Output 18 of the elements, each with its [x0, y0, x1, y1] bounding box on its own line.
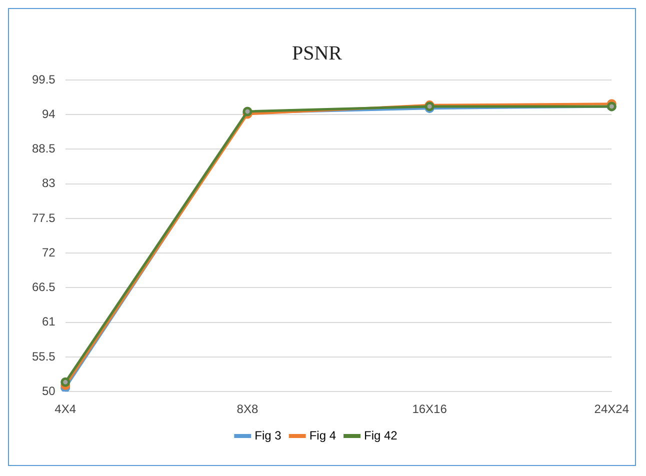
x-tick-label: 16X16 — [412, 402, 448, 416]
chart-title: PSNR — [292, 42, 343, 64]
y-tick-label: 99.5 — [32, 72, 56, 86]
y-tick-label: 55.5 — [32, 349, 56, 364]
y-tick-label: 72 — [42, 245, 56, 260]
y-tick-label: 50 — [42, 384, 56, 398]
legend-label: Fig 3 — [254, 428, 282, 442]
x-tick-label: 4X4 — [54, 402, 76, 416]
y-tick-label: 66.5 — [32, 280, 56, 294]
y-tick-label: 61 — [42, 314, 56, 329]
y-tick-label: 88.5 — [32, 142, 56, 156]
y-tick-label: 77.5 — [32, 210, 56, 225]
y-tick-label: 94 — [42, 106, 56, 121]
y-tick-label: 83 — [42, 176, 56, 190]
x-tick-label: 24X24 — [594, 402, 630, 416]
legend-label: Fig 4 — [309, 428, 336, 442]
x-tick-label: 8X8 — [236, 402, 258, 416]
legend-label: Fig 42 — [364, 428, 398, 442]
